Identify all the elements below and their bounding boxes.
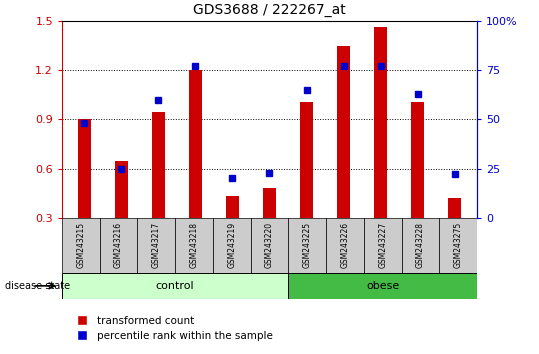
Bar bbox=[411, 102, 424, 218]
Bar bbox=[439, 218, 477, 273]
Bar bbox=[189, 69, 202, 218]
Bar bbox=[62, 273, 288, 299]
Text: GSM243275: GSM243275 bbox=[454, 222, 462, 268]
Bar bbox=[263, 188, 276, 218]
Text: GSM243215: GSM243215 bbox=[77, 222, 85, 268]
Text: GSM243217: GSM243217 bbox=[152, 222, 161, 268]
Text: GSM243227: GSM243227 bbox=[378, 222, 387, 268]
Text: control: control bbox=[156, 281, 195, 291]
Text: GSM243219: GSM243219 bbox=[227, 222, 236, 268]
Bar bbox=[326, 218, 364, 273]
Bar bbox=[78, 119, 91, 218]
Bar bbox=[152, 112, 165, 218]
Text: disease state: disease state bbox=[5, 281, 71, 291]
Text: GSM243220: GSM243220 bbox=[265, 222, 274, 268]
Text: GSM243216: GSM243216 bbox=[114, 222, 123, 268]
Bar bbox=[337, 46, 350, 218]
Bar bbox=[115, 161, 128, 218]
Text: GSM243226: GSM243226 bbox=[341, 222, 349, 268]
Bar bbox=[288, 273, 477, 299]
Bar bbox=[226, 196, 239, 218]
Bar bbox=[402, 218, 439, 273]
Title: GDS3688 / 222267_at: GDS3688 / 222267_at bbox=[193, 4, 346, 17]
Bar bbox=[100, 218, 137, 273]
Bar bbox=[300, 102, 313, 218]
Bar bbox=[213, 218, 251, 273]
Bar bbox=[62, 218, 100, 273]
Bar bbox=[288, 218, 326, 273]
Text: GSM243218: GSM243218 bbox=[190, 222, 198, 268]
Bar bbox=[364, 218, 402, 273]
Bar bbox=[137, 218, 175, 273]
Text: GSM243228: GSM243228 bbox=[416, 222, 425, 268]
Bar bbox=[448, 198, 461, 218]
Text: GSM243225: GSM243225 bbox=[303, 222, 312, 268]
Bar bbox=[175, 218, 213, 273]
Bar bbox=[374, 27, 387, 218]
Bar bbox=[251, 218, 288, 273]
Text: obese: obese bbox=[366, 281, 399, 291]
Legend: transformed count, percentile rank within the sample: transformed count, percentile rank withi… bbox=[67, 312, 278, 345]
